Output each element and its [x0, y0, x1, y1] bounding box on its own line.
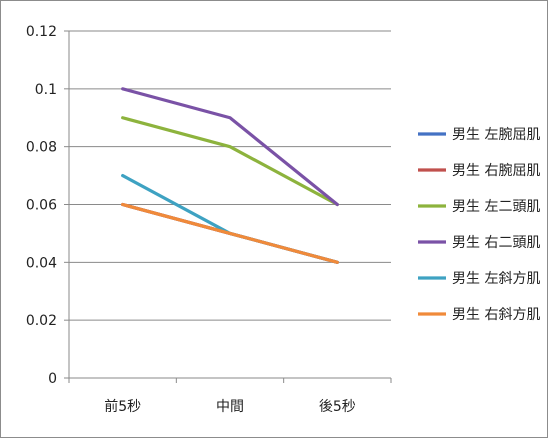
series-line	[121, 202, 339, 264]
x-tick-label: 後5秒	[319, 399, 356, 415]
legend-label: 男生 左斜方肌	[452, 271, 540, 287]
gridlines	[69, 30, 391, 321]
y-tick-label: 0	[48, 371, 57, 387]
series-line	[121, 87, 339, 207]
legend-label: 男生 右斜方肌	[452, 307, 540, 323]
legend-label: 男生 右腕屈肌	[452, 163, 540, 179]
x-tick-label: 前5秒	[104, 398, 141, 415]
y-tick-label: 0.06	[26, 198, 57, 214]
legend-label: 男生 左腕屈肌	[452, 127, 540, 143]
y-tick-label: 0.02	[26, 313, 57, 329]
y-tick-label: 0.04	[26, 255, 57, 271]
y-tick-label: 0.12	[26, 24, 57, 40]
y-tick-label: 0.08	[26, 140, 57, 156]
x-tick-label: 中間	[216, 399, 244, 415]
axes: 0 0.02 0.04 0.06 0.08 0.1 0.12 前5秒 中間 後5秒	[26, 24, 392, 415]
legend-label: 男生 右二頭肌	[452, 235, 540, 251]
y-tick-label: 0.1	[35, 82, 57, 98]
series-line	[121, 116, 339, 207]
legend-label: 男生 左二頭肌	[452, 199, 540, 215]
series-lines	[121, 87, 339, 264]
